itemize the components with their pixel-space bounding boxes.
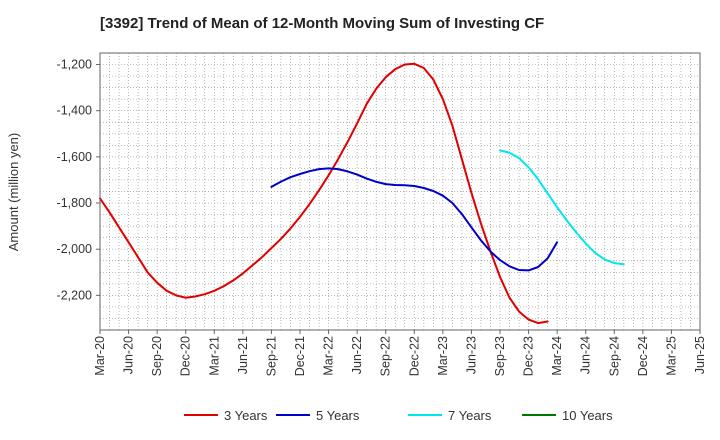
legend-label: 5 Years: [316, 408, 360, 423]
x-tick-label: Dec-24: [636, 336, 650, 376]
x-tick-label: Mar-21: [207, 336, 221, 376]
series-layer: [99, 62, 625, 325]
x-tick-labels: Mar-20 Jun-20 Sep-20 Dec-20 Mar-21 Jun-21 Sep-…: [93, 330, 707, 376]
y-tick-label: -1,200: [57, 58, 92, 72]
x-tick-label: Sep-22: [379, 336, 393, 376]
x-tick-label: Jun-21: [236, 336, 250, 374]
x-tick-label: Mar-23: [436, 336, 450, 376]
y-tick-label: -1,800: [57, 196, 92, 210]
x-tick-label: Mar-22: [322, 336, 336, 376]
series-line-3-years: [99, 62, 549, 325]
y-tick-label: -1,600: [57, 150, 92, 164]
y-axis-label: Amount (million yen): [6, 133, 21, 252]
x-tick-label: Mar-24: [550, 336, 564, 376]
x-tick-label: Sep-20: [150, 336, 164, 376]
legend-label: 3 Years: [224, 408, 268, 423]
x-tick-label: Dec-23: [522, 336, 536, 376]
x-tick-label: Dec-21: [293, 336, 307, 376]
legend-label: 10 Years: [562, 408, 613, 423]
x-tick-label: Mar-20: [93, 336, 107, 376]
series-line-5-years: [270, 167, 559, 272]
series-line-7-years: [499, 149, 625, 266]
y-tick-label: -2,200: [57, 288, 92, 302]
x-tick-label: Sep-23: [493, 336, 507, 376]
plot-area-frame: [99, 52, 701, 331]
x-tick-label: Dec-22: [407, 336, 421, 376]
chart-title: [3392] Trend of Mean of 12-Month Moving …: [100, 15, 544, 32]
x-tick-label: Dec-20: [179, 336, 193, 376]
legend-label: 7 Years: [448, 408, 492, 423]
y-tick-label: -2,000: [57, 242, 92, 256]
y-tick-label: -1,400: [57, 104, 92, 118]
x-tick-label: Jun-25: [693, 336, 707, 374]
legend: 3 Years 5 Years 7 Years 10 Years: [184, 408, 613, 423]
x-tick-label: Jun-23: [464, 336, 478, 374]
x-tick-label: Sep-24: [607, 336, 621, 376]
x-tick-label: Mar-25: [664, 336, 678, 376]
x-tick-label: Sep-21: [264, 336, 278, 376]
y-tick-labels: -1,200 -1,400 -1,600 -1,800 -2,000 -2,200: [57, 58, 100, 302]
x-tick-label: Jun-22: [350, 336, 364, 374]
grid-lines: [100, 53, 700, 330]
x-tick-label: Jun-24: [579, 336, 593, 374]
x-tick-label: Jun-20: [122, 336, 136, 374]
